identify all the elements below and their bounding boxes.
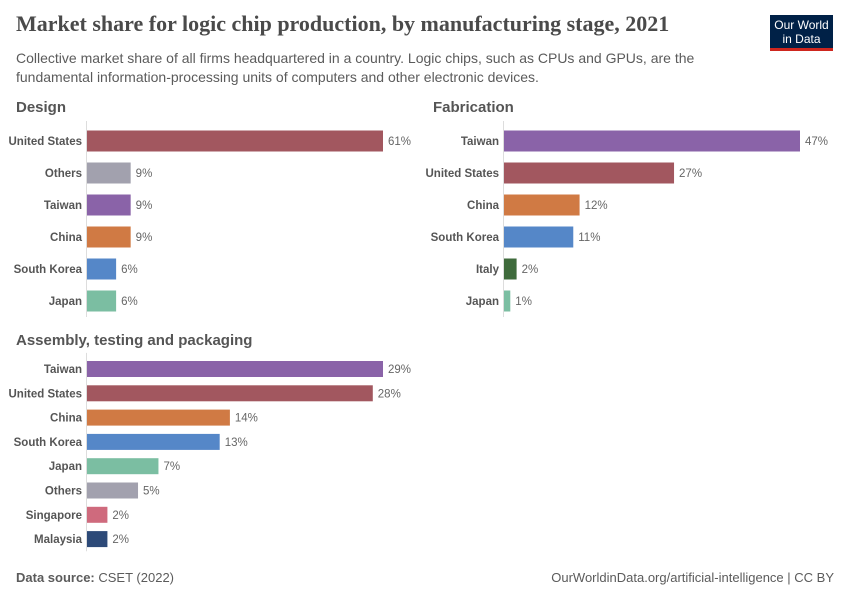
value-label: 29%: [388, 364, 411, 376]
value-label: 5%: [143, 486, 160, 498]
category-label: Taiwan: [461, 136, 499, 148]
source-label: Data source:: [16, 570, 95, 585]
category-label: South Korea: [14, 437, 83, 449]
bar: [87, 506, 108, 523]
bar: [87, 531, 108, 548]
bar: [504, 258, 517, 280]
value-label: 61%: [388, 136, 411, 148]
value-label: 12%: [585, 200, 608, 212]
bar: [87, 258, 117, 280]
category-label: China: [467, 200, 500, 212]
bar: [504, 130, 800, 152]
value-label: 6%: [121, 264, 138, 276]
value-label: 11%: [578, 232, 600, 244]
bar: [87, 458, 159, 475]
value-label: 9%: [136, 200, 153, 212]
category-label: China: [50, 413, 83, 425]
bar: [87, 226, 131, 248]
value-label: 14%: [235, 413, 258, 425]
category-label: United States: [9, 388, 83, 400]
category-label: Taiwan: [44, 364, 82, 376]
panel-title-assembly: Assembly, testing and packaging: [16, 332, 253, 349]
owid-logo[interactable]: Our World in Data: [770, 15, 833, 51]
bar: [87, 409, 230, 426]
value-label: 27%: [679, 168, 702, 180]
bar: [87, 433, 220, 450]
category-label: Singapore: [26, 510, 82, 522]
bar: [87, 361, 383, 377]
bar: [504, 194, 580, 216]
category-label: United States: [426, 168, 500, 180]
bar: [87, 290, 117, 312]
value-label: 1%: [515, 296, 532, 308]
category-label: Others: [45, 486, 82, 498]
value-label: 2%: [112, 510, 129, 522]
category-label: South Korea: [431, 232, 500, 244]
bar: [504, 290, 511, 312]
data-source: Data source: CSET (2022): [16, 570, 174, 585]
source-value: CSET (2022): [98, 570, 175, 585]
value-label: 7%: [163, 461, 180, 473]
chart-subtitle: Collective market share of all firms hea…: [16, 50, 695, 85]
value-label: 47%: [805, 136, 828, 148]
value-label: 9%: [136, 168, 153, 180]
value-label: 6%: [121, 296, 138, 308]
panel-title-fabrication: Fabrication: [433, 99, 514, 116]
bar: [87, 194, 131, 216]
bar: [87, 130, 383, 152]
category-label: China: [50, 232, 83, 244]
category-label: Others: [45, 168, 82, 180]
chart-title: Market share for logic chip production, …: [16, 11, 670, 36]
bar: [87, 482, 139, 499]
category-label: Italy: [476, 264, 500, 276]
bar: [504, 226, 574, 248]
value-label: 28%: [378, 388, 401, 400]
category-label: South Korea: [14, 264, 83, 276]
category-label: Japan: [49, 461, 82, 473]
category-label: Japan: [49, 296, 82, 308]
value-label: 2%: [112, 534, 129, 546]
category-label: Taiwan: [44, 200, 82, 212]
bar: [87, 385, 373, 402]
value-label: 9%: [136, 232, 153, 244]
value-label: 2%: [522, 264, 539, 276]
category-label: United States: [9, 136, 83, 148]
category-label: Japan: [466, 296, 499, 308]
bar: [87, 162, 131, 184]
panel-title-design: Design: [16, 99, 67, 116]
value-label: 13%: [225, 437, 248, 449]
credit-link[interactable]: OurWorldinData.org/artificial-intelligen…: [551, 570, 834, 585]
bar: [504, 162, 675, 184]
category-label: Malaysia: [34, 534, 83, 546]
